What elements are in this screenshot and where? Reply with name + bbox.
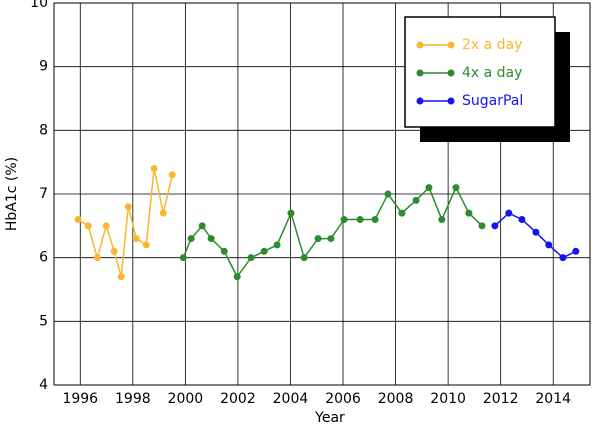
data-point bbox=[491, 222, 499, 230]
x-axis-label: Year bbox=[314, 410, 345, 426]
y-tick-label: 8 bbox=[39, 122, 48, 138]
data-point bbox=[398, 209, 406, 217]
data-point bbox=[425, 184, 433, 192]
y-axis-label: HbA1c (%) bbox=[4, 157, 20, 231]
data-point bbox=[438, 215, 446, 223]
data-point bbox=[220, 247, 228, 255]
y-tick-label: 5 bbox=[39, 313, 48, 329]
data-point bbox=[207, 235, 215, 243]
x-tick-label: 1996 bbox=[62, 391, 98, 407]
data-point bbox=[452, 184, 460, 192]
data-point bbox=[233, 273, 241, 281]
data-point bbox=[287, 209, 295, 217]
legend-marker bbox=[447, 41, 455, 49]
data-point bbox=[478, 222, 486, 230]
data-point bbox=[132, 235, 140, 243]
data-point bbox=[187, 235, 195, 243]
data-point bbox=[247, 254, 255, 262]
x-tick-label: 2002 bbox=[220, 391, 256, 407]
data-point bbox=[465, 209, 473, 217]
data-point bbox=[260, 247, 268, 255]
data-point bbox=[545, 241, 553, 249]
data-point bbox=[300, 254, 308, 262]
x-tick-label: 2004 bbox=[273, 391, 309, 407]
y-tick-label: 7 bbox=[39, 186, 48, 202]
data-point bbox=[102, 222, 110, 230]
legend-marker bbox=[416, 41, 424, 49]
y-tick-label: 10 bbox=[30, 0, 48, 11]
data-point bbox=[518, 215, 526, 223]
data-point bbox=[110, 247, 118, 255]
series-line bbox=[77, 168, 173, 277]
y-tick-label: 9 bbox=[39, 59, 48, 75]
data-point bbox=[74, 215, 82, 223]
data-point bbox=[371, 215, 379, 223]
legend-box bbox=[404, 16, 556, 128]
legend-label: 2x a day bbox=[462, 37, 522, 53]
legend-marker bbox=[416, 97, 424, 105]
data-point bbox=[356, 215, 364, 223]
data-point bbox=[532, 228, 540, 236]
y-tick-label: 6 bbox=[39, 250, 48, 266]
data-point bbox=[93, 254, 101, 262]
y-tick-label: 4 bbox=[39, 377, 48, 393]
x-tick-label: 1998 bbox=[115, 391, 151, 407]
data-point bbox=[273, 241, 281, 249]
plot-frame bbox=[53, 2, 591, 386]
data-point bbox=[150, 165, 158, 173]
x-tick-label: 2014 bbox=[535, 391, 571, 407]
data-point bbox=[314, 235, 322, 243]
data-point bbox=[142, 241, 150, 249]
data-point bbox=[179, 254, 187, 262]
data-point bbox=[198, 222, 206, 230]
x-tick-label: 2006 bbox=[325, 391, 361, 407]
data-point bbox=[384, 190, 392, 198]
legend-marker bbox=[447, 97, 455, 105]
x-tick-label: 2010 bbox=[430, 391, 466, 407]
legend-label: 4x a day bbox=[462, 65, 522, 81]
x-tick-label: 2008 bbox=[378, 391, 414, 407]
legend-marker bbox=[447, 69, 455, 77]
x-tick-label: 2012 bbox=[483, 391, 519, 407]
data-point bbox=[84, 222, 92, 230]
data-point bbox=[559, 254, 567, 262]
data-point bbox=[505, 209, 513, 217]
data-point bbox=[327, 235, 335, 243]
series-line bbox=[182, 185, 483, 279]
x-tick-label: 2000 bbox=[168, 391, 204, 407]
legend-marker bbox=[416, 69, 424, 77]
legend-label: SugarPal bbox=[462, 93, 523, 109]
data-point bbox=[412, 196, 420, 204]
data-point bbox=[572, 247, 580, 255]
data-point bbox=[340, 215, 348, 223]
data-point bbox=[168, 171, 176, 179]
data-point bbox=[117, 273, 125, 281]
data-point bbox=[124, 203, 132, 211]
data-point bbox=[159, 209, 167, 217]
